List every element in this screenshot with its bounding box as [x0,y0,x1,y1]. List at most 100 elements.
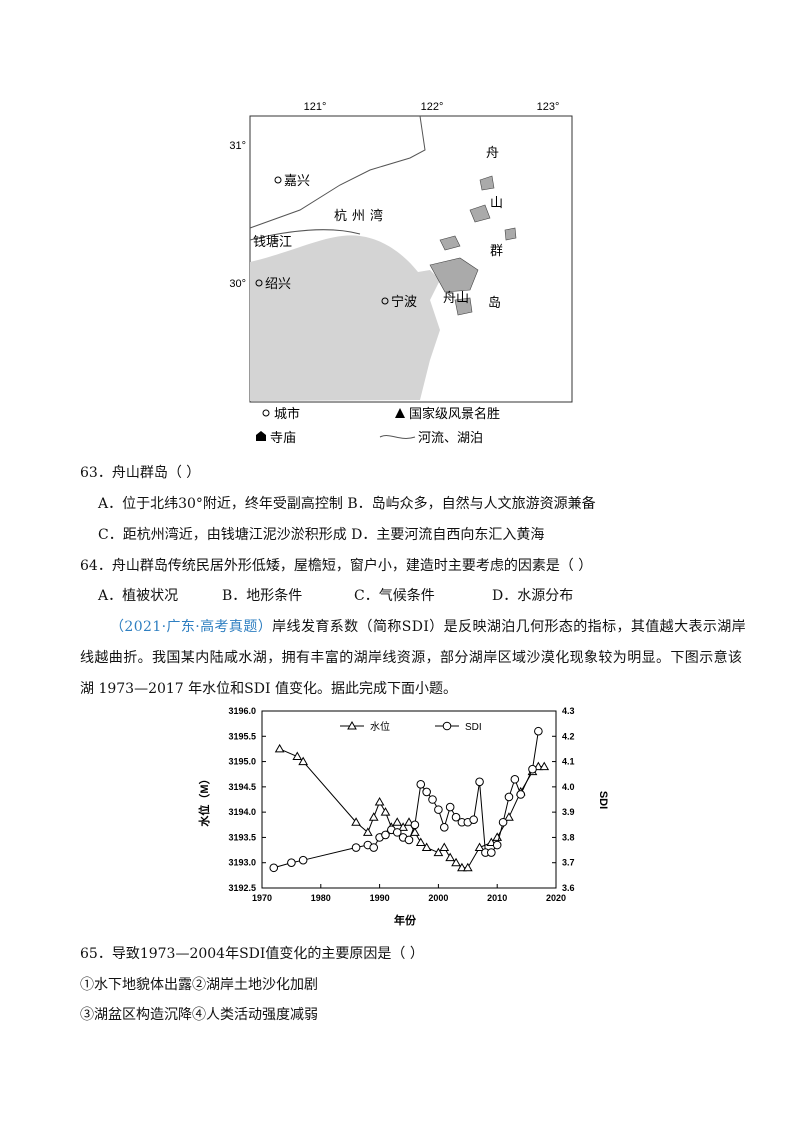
question-stem: 65．导致1973—2004年SDI值变化的主要原因是（ ） [80,946,424,962]
legend-label: 国家级风景名胜 [409,406,500,421]
marker [362,827,373,836]
map-labels: 121° 122° 123° 31° 30° [229,101,559,290]
y2-tick-label: 4.3 [562,706,575,716]
passage-text: 岸线发育系数（简称SDI）是反映湖泊几何形态的指标，其值越大表示湖岸 [272,619,747,635]
chart: 年份 水位（M） SDI 3192.5 3193.0 3193.5 3194.0 319… [197,706,609,927]
marker [492,840,502,850]
option-line: C．距杭州湾近，由钱塘江泥沙淤积形成 D．主要河流自西向东汇入黄海 [98,524,544,544]
marker [415,837,426,846]
y-tick-label: 3195.5 [228,731,256,741]
y-tick-label: 3196.0 [228,706,256,716]
marker [457,862,467,872]
marker [404,835,414,845]
place-labels: 嘉兴 杭州湾 钱塘江 绍兴 宁波 舟山 岛 舟 山 群 [253,145,503,310]
marker [510,774,520,784]
y-tick-label: 3194.0 [228,807,256,817]
marker [439,823,449,832]
marker [368,812,379,821]
marker [428,795,437,804]
place: 宁波 [391,294,417,309]
x-tick-label: 2000 [428,893,448,903]
marker [433,847,444,857]
marker [451,812,461,822]
marker [475,777,484,787]
legend-label: 寺庙 [270,430,296,445]
marker [287,858,296,868]
marker [298,855,308,865]
marker [351,843,361,852]
marker [498,817,508,827]
marker [392,828,402,837]
city-symbol [255,279,263,287]
option: D．水源分布 [492,588,574,604]
option: ③湖盆区构造沉降④人类活动强度减弱 [80,1007,318,1023]
marker [421,842,432,852]
marker [410,827,420,836]
marker [292,751,303,761]
marker [269,863,279,873]
marker [369,843,379,852]
marker [504,792,514,802]
y-tick-label: 3194.5 [228,782,256,792]
marker [392,817,403,826]
marker [474,842,485,852]
marker [516,790,526,799]
legend-scenic-symbol [395,408,405,418]
place: 山 [490,195,503,210]
marker [462,862,473,872]
legend-label: 水位 [370,720,390,733]
marker [504,812,514,821]
lat-label: 31° [229,140,246,152]
y-tick-label: 3193.5 [228,832,256,842]
y2-tick-label: 3.7 [562,858,575,868]
legend-label: SDI [465,722,482,733]
legend-label: 河流、湖泊 [418,430,483,445]
lon-label: 122° [421,101,444,113]
plot-frame [261,710,557,889]
passage-line: （2021·广东·高考真题）岸线发育系数（简称SDI）是反映湖泊几何形态的指标，… [110,616,746,636]
lat-label: 30° [229,278,246,290]
place: 杭州湾 [334,208,388,223]
marker [381,830,390,840]
marker [298,756,309,766]
lon-label: 121° [304,101,327,113]
marker [351,817,361,826]
option: A．位于北纬30°附近，终年受副高控制 [98,496,343,512]
place: 舟 [486,145,499,160]
question-stem: 64．舟山群岛传统民居外形低矮，屋檐短，窗户小，建造时主要考虑的因素是（ ） [80,558,593,574]
place: 嘉兴 [284,173,310,188]
marker [380,807,391,816]
marker [274,743,285,753]
marker [451,857,461,867]
passage-line: 湖 1973—2017 年水位和SDI 值变化。据此完成下面小题。 [80,681,457,697]
option-line: A．位于北纬30°附近，终年受副高控制 B．岛屿众多，自然与人文旅游资源兼备 [98,493,596,513]
islands [429,175,517,316]
marker [439,842,450,852]
marker [442,721,452,731]
option: A．植被状况 [98,588,179,604]
y2-tick-label: 3.9 [562,807,575,817]
coast [249,115,426,229]
river [249,229,361,241]
marker [410,820,420,830]
option: C．气候条件 [354,588,435,604]
x-tick-label: 1980 [311,893,331,903]
lon-label: 123° [537,101,560,113]
y2-tick-label: 4.0 [562,782,575,792]
marker [469,815,478,825]
marker [374,797,385,806]
y2-tick-label: 3.6 [562,883,575,893]
marker [398,822,408,831]
y2-axis-title: SDI [597,791,609,809]
map-legend: 城市 国家级风景名胜 寺庙 河流、湖泊 [270,406,500,445]
x-axis-title: 年份 [394,913,417,927]
option: D．主要河流自西向东汇入黄海 [351,527,545,543]
marker [445,802,455,812]
y2-tick-label: 4.2 [562,731,575,741]
x-tick-label: 1970 [252,893,272,903]
question-stem: 63．舟山群岛（ ） [80,465,201,481]
place: 岛 [488,295,501,310]
passage-line: 线越曲折。我国某内陆咸水湖，拥有丰富的湖岸线资源，部分湖岸区域沙漠化现象较为明显… [80,650,743,666]
place: 绍兴 [265,276,291,291]
